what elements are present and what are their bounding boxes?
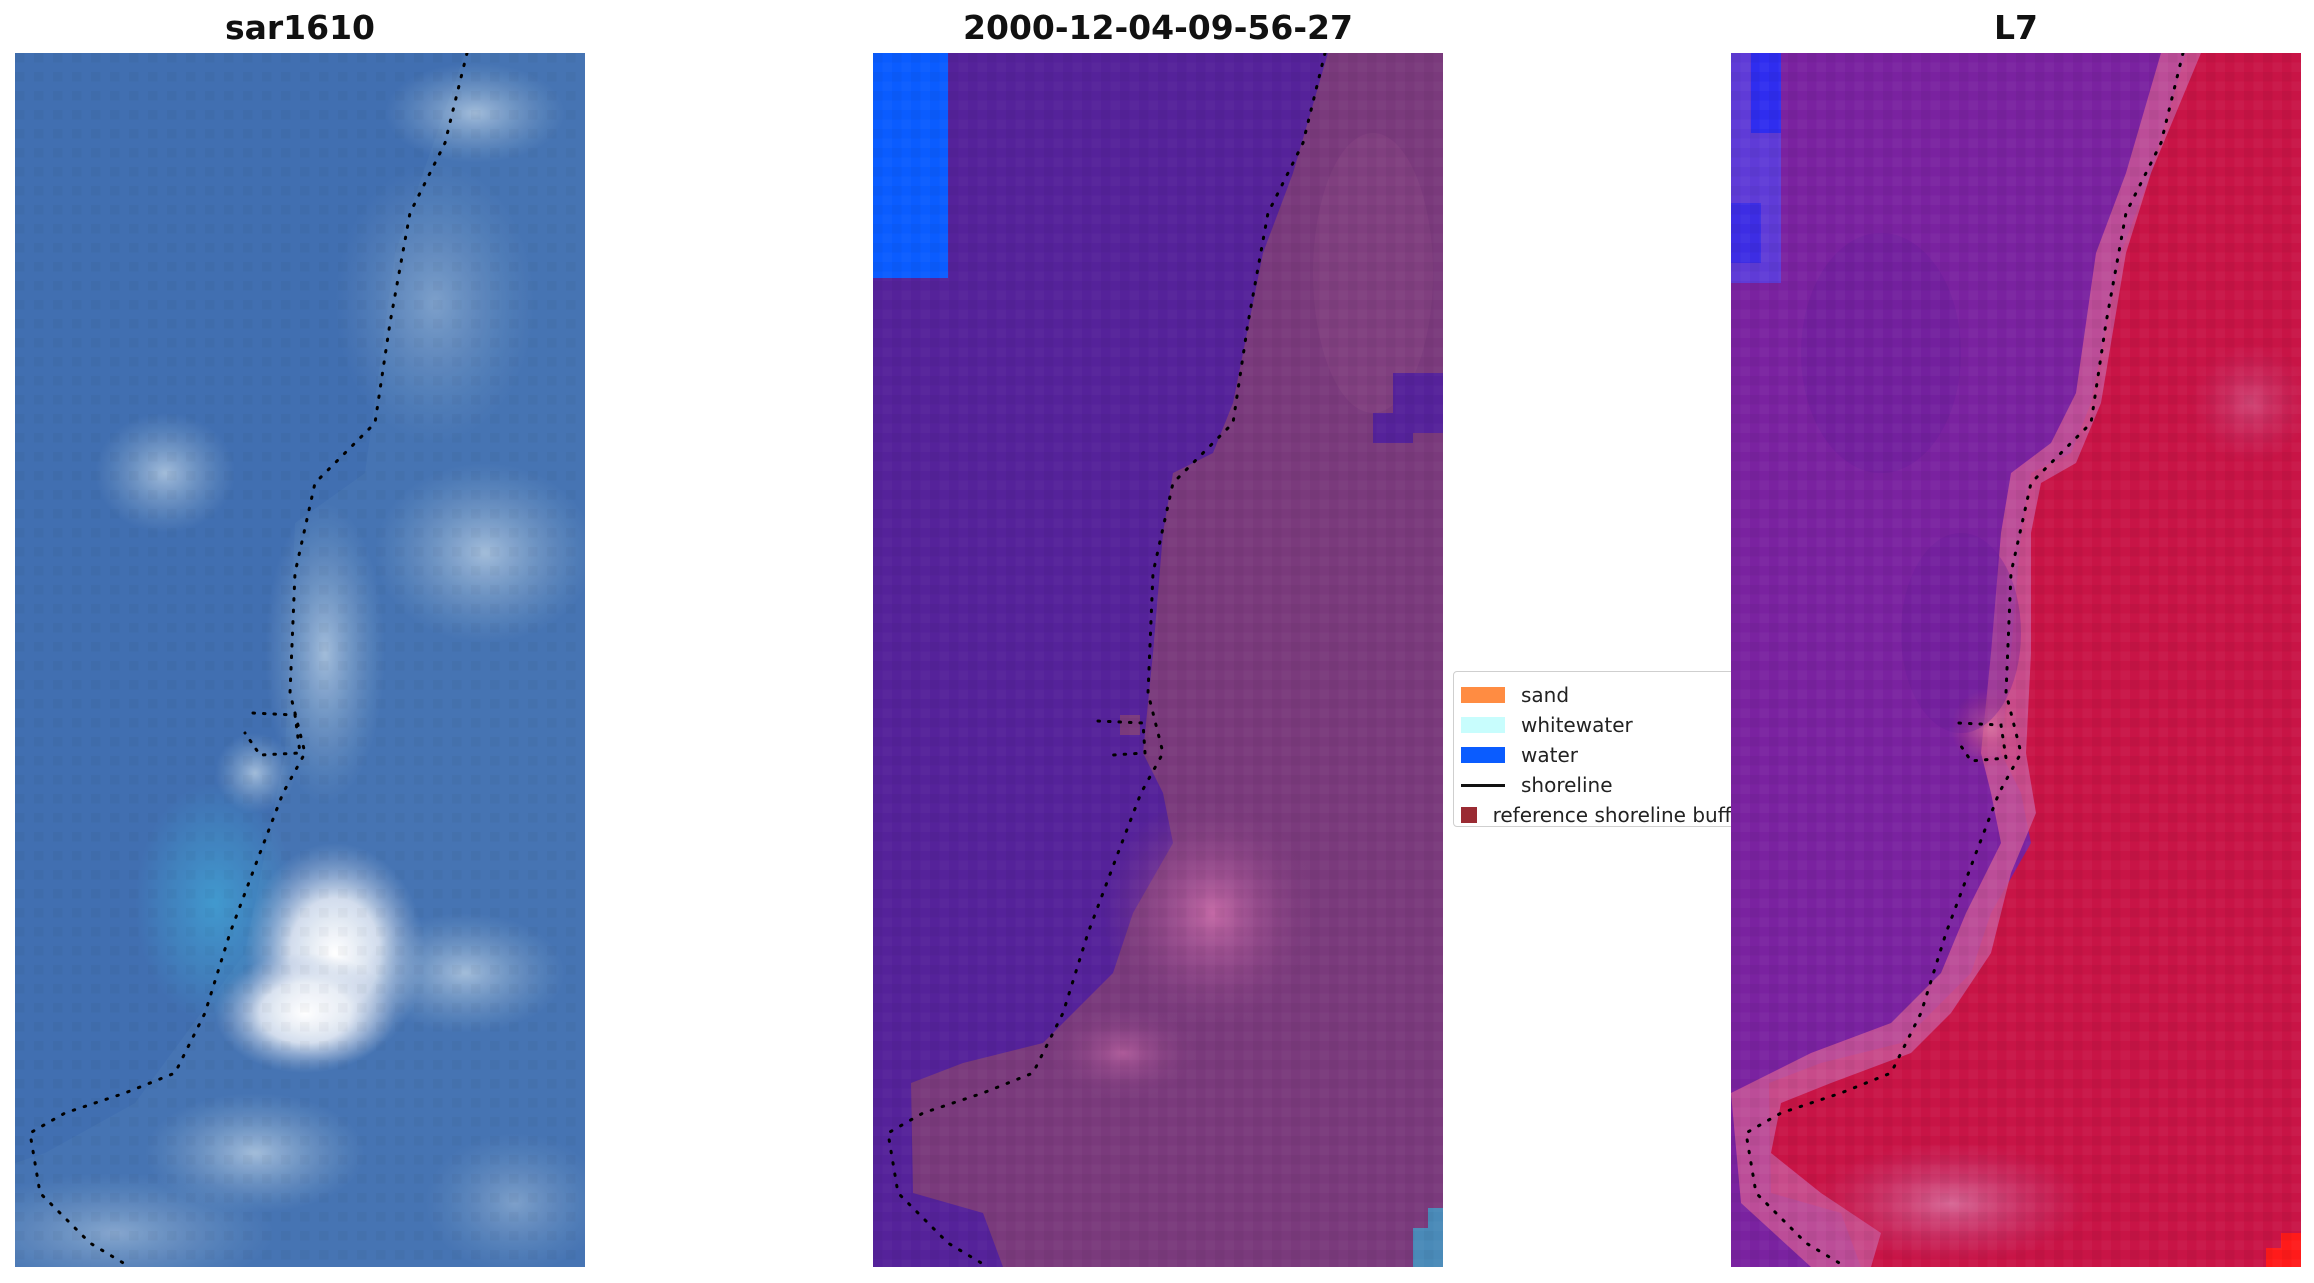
legend-label: sand xyxy=(1521,683,1570,707)
legend-item-water: water xyxy=(1454,740,1752,770)
legend-item-shoreline: shoreline xyxy=(1454,770,1752,800)
legend-label: water xyxy=(1521,743,1578,767)
l7-image-panel[interactable] xyxy=(1731,53,2301,1267)
legend-label: whitewater xyxy=(1521,713,1633,737)
shoreline-line-icon xyxy=(1461,783,1505,787)
classification-image-panel[interactable] xyxy=(873,53,1443,1267)
legend-item-whitewater: whitewater xyxy=(1454,710,1752,740)
sand-swatch-icon xyxy=(1461,687,1505,703)
l7-shoreline xyxy=(1744,53,2185,1267)
l7-image xyxy=(1731,53,2301,1267)
legend-label: shoreline xyxy=(1521,773,1613,797)
classification-shoreline xyxy=(886,53,1327,1267)
legend-label: reference shoreline buffer xyxy=(1492,803,1752,827)
sar-image-panel[interactable] xyxy=(15,53,585,1267)
whitewater-swatch-icon xyxy=(1461,717,1505,733)
legend: sand whitewater water shoreline referenc… xyxy=(1453,671,1753,827)
sar-image xyxy=(15,53,585,1267)
classification-image xyxy=(873,53,1443,1267)
sar-shoreline xyxy=(28,53,469,1267)
legend-item-sand: sand xyxy=(1454,680,1752,710)
legend-item-reference-shoreline: reference shoreline buffer xyxy=(1454,800,1752,830)
panel-title-classification: 2000-12-04-09-56-27 xyxy=(963,8,1353,47)
panel-title-l7: L7 xyxy=(1994,8,2038,47)
reference-buffer-swatch-icon xyxy=(1461,807,1477,823)
water-swatch-icon xyxy=(1461,747,1505,763)
panel-title-sar: sar1610 xyxy=(224,8,376,47)
